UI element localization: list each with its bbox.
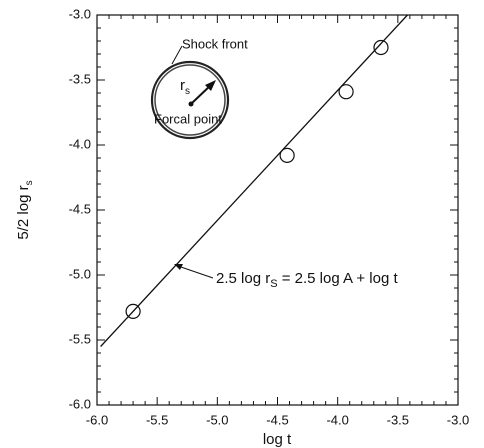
y-tick-label: -5.0 bbox=[69, 266, 91, 281]
data-point bbox=[279, 147, 295, 163]
x-axis-title: log t bbox=[263, 431, 292, 448]
x-tick-label: -3.0 bbox=[447, 412, 469, 427]
data-point bbox=[338, 84, 354, 100]
equation-sub: S bbox=[270, 278, 277, 290]
inset-diagram: Shock front rs Forcal point bbox=[150, 36, 248, 140]
y-tick-label: -4.5 bbox=[69, 201, 91, 216]
shock-ring-outer bbox=[150, 60, 230, 140]
radius-label: rs bbox=[180, 77, 190, 97]
data-point bbox=[125, 303, 141, 319]
y-axis-title-sub: s bbox=[24, 180, 35, 185]
leader-line bbox=[171, 45, 183, 65]
y-tick-label: -4.0 bbox=[69, 136, 91, 151]
x-tick-label: -5.5 bbox=[146, 412, 168, 427]
y-tick-label: -5.5 bbox=[69, 331, 91, 346]
x-tick-label: -4.0 bbox=[326, 412, 348, 427]
equation-arrow bbox=[177, 265, 214, 279]
fit-line bbox=[100, 14, 408, 347]
y-tick-label: -3.5 bbox=[69, 71, 91, 86]
x-tick-label: -6.0 bbox=[86, 412, 108, 427]
y-axis-title: 5/2 log rs bbox=[15, 180, 35, 239]
shock-front-label: Shock front bbox=[182, 36, 248, 51]
y-tick-label: -3.0 bbox=[69, 6, 91, 21]
y-axis-title-main: 5/2 log r bbox=[15, 185, 32, 239]
radius-sub: s bbox=[185, 86, 190, 97]
data-point bbox=[373, 39, 389, 56]
focal-point-label: Forcal point bbox=[154, 111, 222, 126]
y-tick-label: -6.0 bbox=[69, 396, 91, 411]
plot-frame bbox=[96, 14, 459, 406]
equation-label: 2.5 log rS = 2.5 log A + log t bbox=[216, 270, 398, 290]
equation-part: 2.5 log r bbox=[216, 270, 270, 287]
radius-main: r bbox=[180, 77, 185, 94]
equation-part: = 2.5 log A + log t bbox=[278, 270, 399, 287]
x-tick-label: -5.0 bbox=[206, 412, 228, 427]
shock-ring-inner bbox=[154, 64, 226, 136]
x-tick-label: -3.5 bbox=[387, 412, 409, 427]
arrow-head bbox=[205, 80, 216, 91]
x-tick-label: -4.5 bbox=[266, 412, 288, 427]
